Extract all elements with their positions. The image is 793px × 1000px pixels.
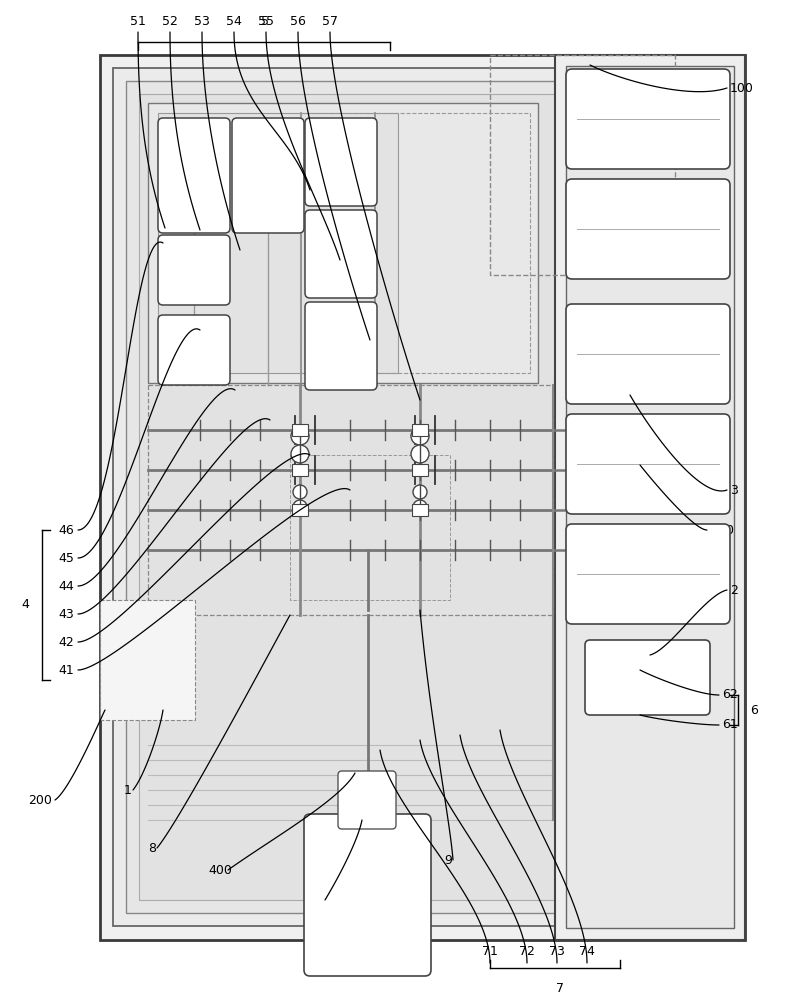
Bar [555, 55, 745, 940]
Text: 2: 2 [730, 584, 737, 596]
Text: 9: 9 [444, 854, 452, 866]
Text: 54: 54 [226, 15, 242, 28]
Bar [300, 113, 530, 373]
Bar [148, 103, 538, 383]
FancyBboxPatch shape [304, 814, 431, 976]
FancyBboxPatch shape [232, 118, 304, 233]
Text: 44: 44 [58, 580, 74, 592]
FancyBboxPatch shape [566, 179, 730, 279]
Bar [566, 66, 734, 928]
Text: 500: 500 [710, 524, 734, 536]
Circle shape [413, 485, 427, 499]
Bar [490, 55, 675, 275]
Text: 62: 62 [722, 688, 737, 702]
Text: 6: 6 [750, 704, 758, 716]
Bar [100, 600, 195, 720]
Bar [126, 81, 716, 913]
Text: 1: 1 [124, 784, 132, 796]
Text: 3: 3 [730, 484, 737, 496]
Bar [292, 504, 308, 516]
Text: 71: 71 [482, 945, 498, 958]
Text: 73: 73 [549, 945, 565, 958]
Circle shape [291, 445, 309, 463]
FancyBboxPatch shape [566, 69, 730, 169]
Circle shape [411, 427, 429, 445]
Circle shape [413, 500, 427, 514]
Bar [158, 113, 398, 373]
Circle shape [293, 500, 307, 514]
Text: 56: 56 [290, 15, 306, 28]
Text: 57: 57 [322, 15, 338, 28]
Bar [139, 94, 699, 900]
FancyBboxPatch shape [566, 524, 730, 624]
FancyBboxPatch shape [566, 304, 730, 404]
FancyBboxPatch shape [158, 315, 230, 385]
Text: 43: 43 [58, 607, 74, 620]
Text: 7: 7 [556, 982, 564, 995]
FancyBboxPatch shape [585, 640, 710, 715]
FancyBboxPatch shape [158, 118, 230, 233]
Text: 8: 8 [148, 842, 156, 854]
Text: 46: 46 [58, 524, 74, 536]
Bar [100, 55, 745, 940]
Text: 400: 400 [208, 863, 232, 876]
Circle shape [411, 445, 429, 463]
Bar [148, 385, 553, 615]
Text: 41: 41 [58, 664, 74, 676]
Text: 74: 74 [579, 945, 595, 958]
Text: 53: 53 [194, 15, 210, 28]
Text: 45: 45 [58, 552, 74, 564]
Circle shape [291, 427, 309, 445]
FancyBboxPatch shape [305, 118, 377, 206]
Text: 55: 55 [258, 15, 274, 28]
Bar [412, 504, 428, 516]
FancyBboxPatch shape [158, 235, 230, 305]
Bar [113, 68, 731, 926]
FancyBboxPatch shape [566, 414, 730, 514]
Text: 100: 100 [730, 82, 754, 95]
Bar [292, 464, 308, 476]
Bar [292, 424, 308, 436]
Text: 51: 51 [130, 15, 146, 28]
Text: 42: 42 [58, 636, 74, 648]
Text: 4: 4 [21, 598, 29, 611]
Text: 52: 52 [162, 15, 178, 28]
FancyBboxPatch shape [338, 771, 396, 829]
Text: 61: 61 [722, 718, 737, 732]
FancyBboxPatch shape [305, 302, 377, 390]
Text: 200: 200 [28, 794, 52, 806]
Bar [412, 464, 428, 476]
Bar [412, 424, 428, 436]
Text: 300: 300 [306, 894, 330, 906]
Text: 5: 5 [261, 15, 269, 28]
Bar [290, 455, 450, 600]
Text: 72: 72 [519, 945, 535, 958]
Circle shape [293, 485, 307, 499]
FancyBboxPatch shape [305, 210, 377, 298]
